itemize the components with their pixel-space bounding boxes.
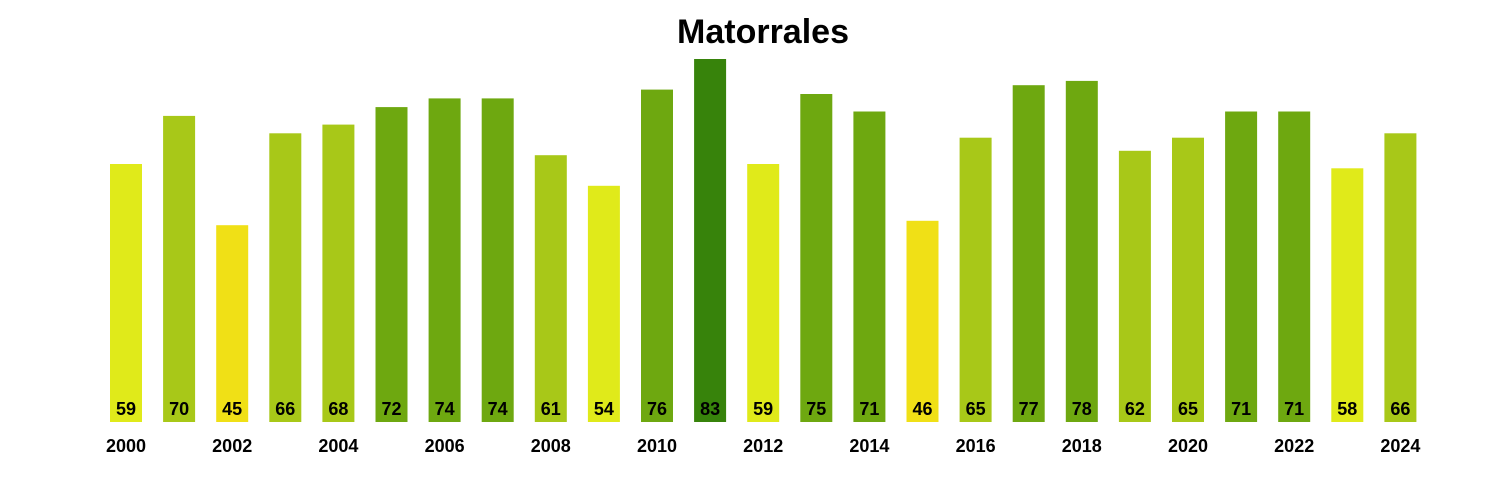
x-tick-label-2008: 2008: [531, 436, 571, 456]
x-tick-label-2022: 2022: [1274, 436, 1314, 456]
bar-2021: [1225, 111, 1258, 422]
bar-2014: [853, 111, 886, 422]
x-tick-label-2010: 2010: [637, 436, 677, 456]
value-label-2004: 68: [328, 399, 348, 419]
bar-2007: [481, 98, 514, 423]
bar-2024: [1384, 133, 1417, 423]
value-label-2024: 66: [1390, 399, 1410, 419]
value-label-2018: 78: [1072, 399, 1092, 419]
x-tick-label-2020: 2020: [1168, 436, 1208, 456]
chart-title: Matorrales: [677, 13, 849, 51]
value-label-2014: 71: [859, 399, 879, 419]
x-tick-label-2016: 2016: [956, 436, 996, 456]
x-tick-label-2012: 2012: [743, 436, 783, 456]
x-tick-label-2014: 2014: [849, 436, 889, 456]
x-tick-labels-group: 2000 2002 2004 2006 2008 2010 2012 2014 2016 2018…: [106, 436, 1420, 456]
bar-2013: [800, 94, 833, 422]
x-tick-label-2004: 2004: [318, 436, 358, 456]
value-label-2008: 61: [541, 399, 561, 419]
bar-2015: [906, 220, 939, 422]
value-label-2011: 83: [700, 399, 720, 419]
value-label-2000: 59: [116, 399, 136, 419]
value-label-2013: 75: [806, 399, 826, 419]
bar-2016: [959, 137, 992, 422]
x-tick-label-2024: 2024: [1380, 436, 1420, 456]
x-tick-label-2000: 2000: [106, 436, 146, 456]
bar-2009: [587, 185, 620, 422]
bar-2008: [534, 155, 567, 422]
bar-2000: [110, 164, 142, 422]
x-tick-label-2018: 2018: [1062, 436, 1102, 456]
bar-2017: [1012, 85, 1045, 422]
value-label-2012: 59: [753, 399, 773, 419]
bar-2019: [1118, 150, 1151, 423]
bar-2006: [428, 98, 461, 423]
bar-2023: [1331, 168, 1364, 422]
bar-2018: [1065, 80, 1098, 423]
bar-2010: [641, 89, 673, 422]
value-label-2005: 72: [381, 399, 401, 419]
bar-2022: [1278, 111, 1311, 422]
bar-2005: [375, 107, 408, 422]
value-label-2019: 62: [1125, 399, 1145, 419]
value-label-2015: 46: [912, 399, 932, 419]
value-label-2021: 71: [1231, 399, 1251, 419]
x-tick-label-2006: 2006: [425, 436, 465, 456]
value-labels-group: 59 70 45 66 68 72 74 74 61 54 76 83 59 75 71 46 65 77 78 62…: [116, 399, 1410, 419]
bar-2012: [747, 164, 780, 422]
value-label-2006: 74: [435, 399, 455, 419]
bar-2001: [163, 115, 196, 423]
x-tick-label-2002: 2002: [212, 436, 252, 456]
bar-2002: [216, 225, 249, 422]
value-label-2010: 76: [647, 399, 667, 419]
value-label-2023: 58: [1337, 399, 1357, 419]
value-label-2003: 66: [275, 399, 295, 419]
value-label-2001: 70: [169, 399, 189, 419]
bars-group: [110, 59, 1417, 423]
value-label-2020: 65: [1178, 399, 1198, 419]
bar-2011: [694, 59, 727, 422]
value-label-2022: 71: [1284, 399, 1304, 419]
bar-2004: [322, 124, 355, 422]
value-label-2017: 77: [1019, 399, 1039, 419]
bar-2020: [1172, 137, 1204, 422]
value-label-2007: 74: [488, 399, 508, 419]
bar-2003: [269, 133, 302, 423]
value-label-2009: 54: [594, 399, 614, 419]
value-label-2016: 65: [966, 399, 986, 419]
value-label-2002: 45: [222, 399, 242, 419]
